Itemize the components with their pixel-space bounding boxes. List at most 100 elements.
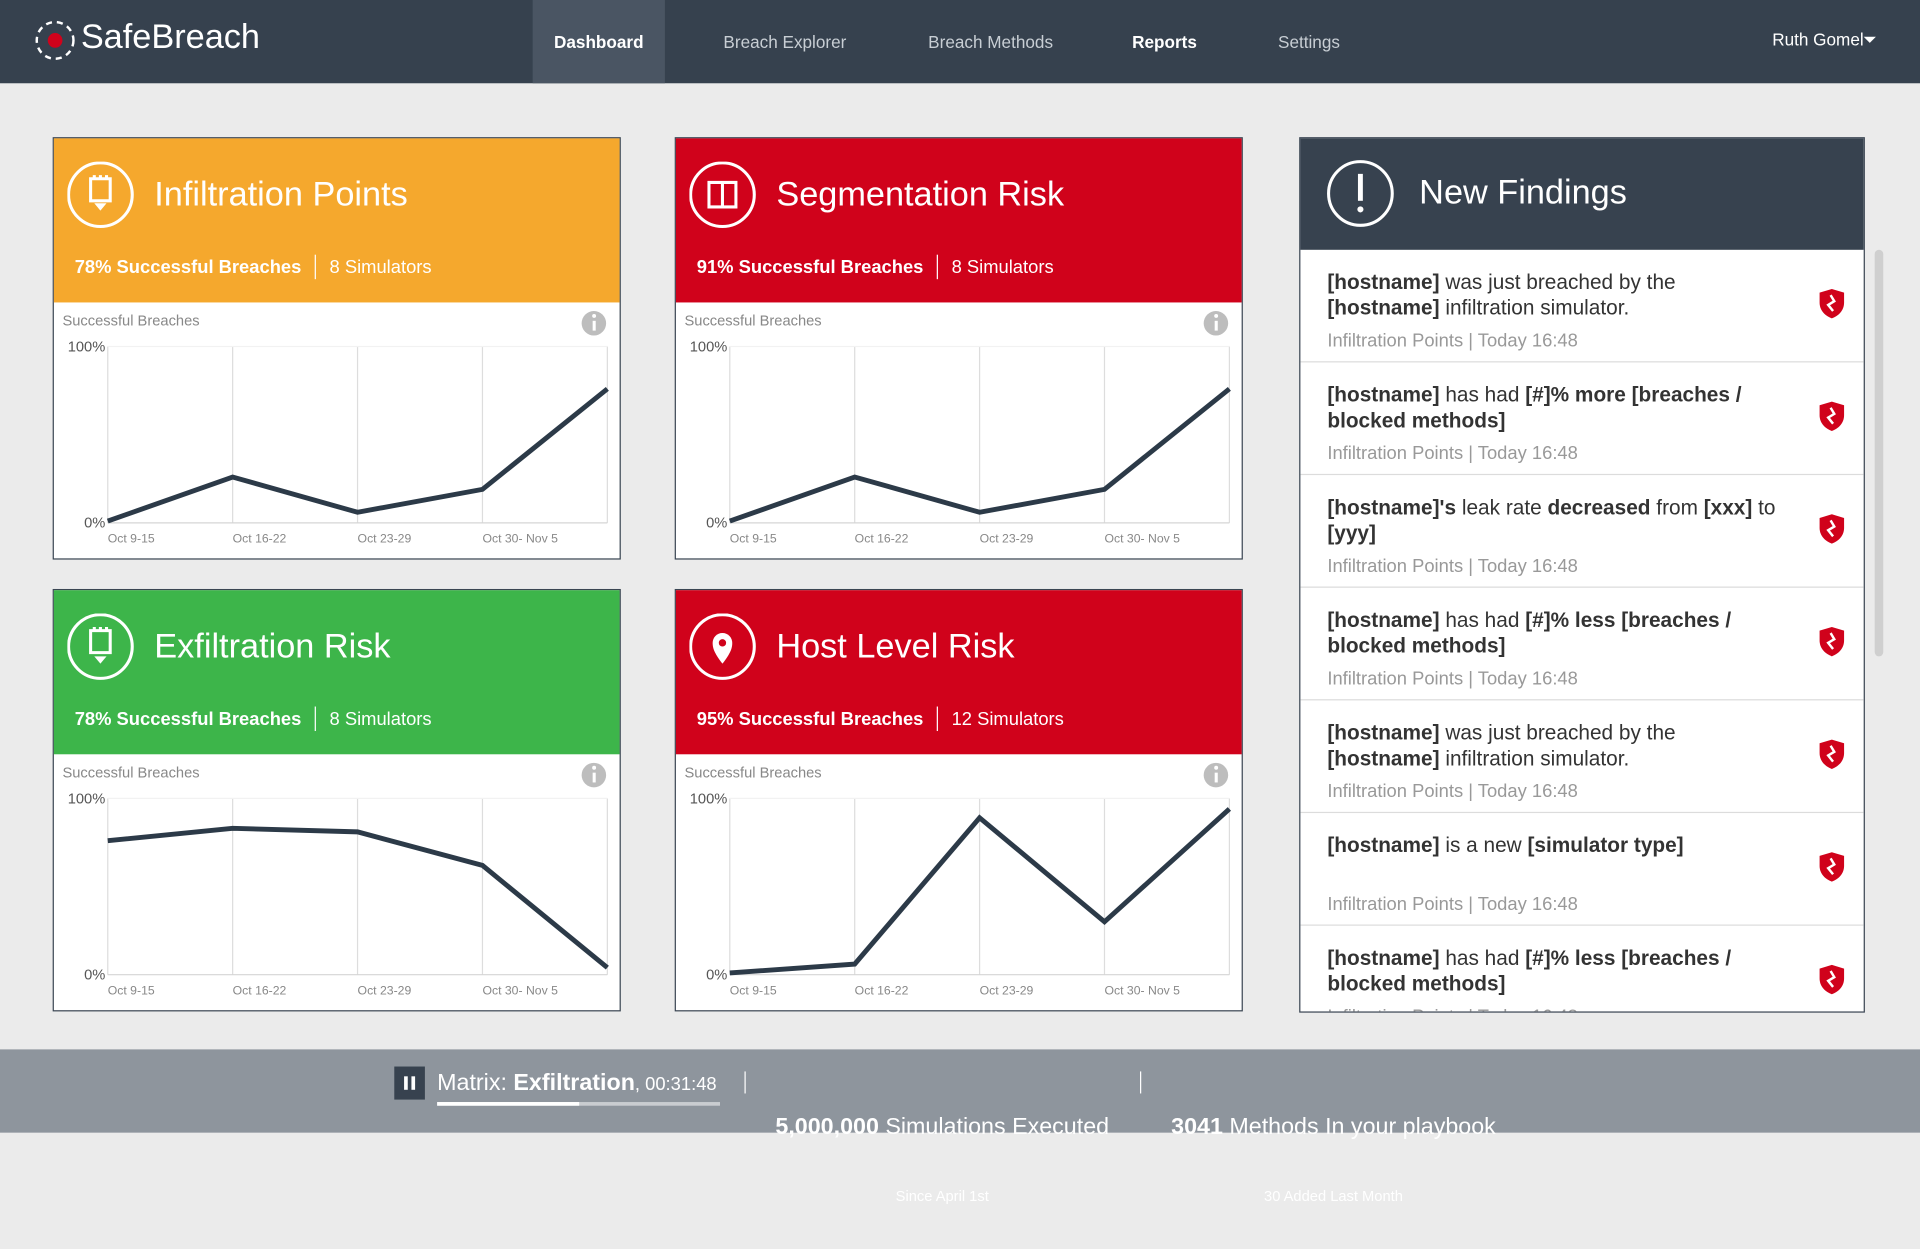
chart-card: Exfiltration Risk 78% Successful Breaches… xyxy=(52,588,621,1012)
stat-value: 3041 xyxy=(1171,1114,1223,1141)
y-axis-label: Successful Breaches xyxy=(62,766,199,782)
finding-strong: [hostname]'s xyxy=(1327,495,1457,520)
logo-core xyxy=(47,33,63,48)
x-tick-label: Oct 30- Nov 5 xyxy=(1104,531,1180,545)
x-tick-label: Oct 23-29 xyxy=(358,531,412,545)
finding-strong: [hostname] xyxy=(1327,833,1440,858)
finding-part: infiltration simulator. xyxy=(1439,296,1630,320)
finding-strong: [yyy] xyxy=(1327,521,1376,545)
finding-strong: [hostname] xyxy=(1327,608,1440,632)
finding-strong: [#]% more [breaches / blocked methods] xyxy=(1327,383,1742,433)
stat-label: Simulations Executed xyxy=(885,1114,1110,1141)
card-stats: 78% Successful Breaches 8 Simulators xyxy=(74,254,432,280)
x-tick-label: Oct 9-15 xyxy=(730,531,777,545)
separator xyxy=(1140,1071,1142,1094)
findings-list: [hostname] was just breached by the [hos… xyxy=(1300,250,1864,1011)
finding-text: [hostname] has had [#]% less [breaches /… xyxy=(1327,945,1792,996)
icon-glyph xyxy=(712,633,733,664)
x-tick-label: Oct 16-22 xyxy=(855,531,909,545)
nav-item[interactable]: Breach Methods xyxy=(928,31,1054,52)
stat-separator xyxy=(314,254,317,280)
card-header: Infiltration Points 78% Successful Breach… xyxy=(53,138,620,303)
breach-icon xyxy=(1819,964,1845,995)
chart-card: Segmentation Risk 91% Successful Breaches… xyxy=(674,137,1243,560)
finding-item: [hostname] was just breached by the [hos… xyxy=(1300,250,1864,363)
info-i xyxy=(1214,772,1218,783)
info-i xyxy=(592,772,596,783)
y-tick-label: 0% xyxy=(84,968,105,984)
finding-text: [hostname] was just breached by the [hos… xyxy=(1327,720,1792,771)
pause-icon xyxy=(404,1076,416,1090)
finding-meta: Infiltration Points | Today 16:48 xyxy=(1327,781,1578,803)
finding-part: leak rate xyxy=(1456,495,1548,520)
card-icon xyxy=(689,613,756,680)
pause-button[interactable] xyxy=(394,1066,425,1100)
line-chart: Successful Breaches Oct 9-15 Oct 16-22 Oct … xyxy=(684,311,1231,545)
finding-part: has had xyxy=(1439,946,1526,970)
chart-card: Infiltration Points 78% Successful Breach… xyxy=(52,137,621,560)
separator xyxy=(744,1071,746,1094)
stat-primary: 91% Successful Breaches xyxy=(696,256,924,278)
progress-track xyxy=(437,1102,721,1106)
finding-part: is a new xyxy=(1439,833,1528,858)
finding-part: was just breached by the xyxy=(1439,721,1676,745)
finding-item: [hostname] is a new [simulator type] Infi… xyxy=(1300,813,1864,926)
stat-sub: Since April 1st xyxy=(895,1187,989,1205)
card-icon xyxy=(67,161,134,229)
x-tick-label: Oct 9-15 xyxy=(108,531,155,545)
icon-glyph xyxy=(89,175,112,203)
stat-separator xyxy=(936,706,939,732)
x-tick-label: Oct 23-29 xyxy=(980,983,1034,997)
stat-primary: 95% Successful Breaches xyxy=(696,708,924,730)
finding-item: [hostname] has had [#]% less [breaches /… xyxy=(1300,926,1863,1011)
pause-bar xyxy=(411,1076,416,1090)
alert-bar xyxy=(1357,173,1363,201)
scrollbar[interactable] xyxy=(1874,249,1884,657)
stat-primary: 78% Successful Breaches xyxy=(74,708,302,730)
nav-item[interactable]: Breach Explorer xyxy=(723,31,847,52)
y-tick-label: 100% xyxy=(690,339,728,355)
icon-arrow xyxy=(94,656,107,664)
card-title: Exfiltration Risk xyxy=(154,626,391,665)
card-title: Host Level Risk xyxy=(776,626,1015,665)
finding-strong: [hostname] xyxy=(1327,746,1440,771)
finding-strong: [hostname] xyxy=(1327,383,1440,407)
finding-item: [hostname] has had [#]% more [breaches /… xyxy=(1300,362,1864,476)
app: SafeBreach Dashboard Breach Explorer Breac… xyxy=(0,0,1920,1205)
finding-part: from xyxy=(1650,495,1704,520)
info-dot xyxy=(592,765,597,770)
breach-icon xyxy=(1819,852,1845,882)
info-dot xyxy=(1214,313,1219,318)
finding-meta: Infiltration Points | Today 16:48 xyxy=(1327,893,1578,915)
finding-strong: [xxx] xyxy=(1703,495,1753,520)
stat-primary: 78% Successful Breaches xyxy=(74,256,302,278)
finding-part: to xyxy=(1752,495,1776,520)
icon-ring xyxy=(689,613,756,680)
card-stats: 95% Successful Breaches 12 Simulators xyxy=(696,706,1064,732)
footer-stat: 3041 Methods In your playbook 30 Added L… xyxy=(1164,1070,1502,1249)
nav-item[interactable]: Settings xyxy=(1278,31,1340,52)
x-tick-label: Oct 9-15 xyxy=(730,983,777,997)
finding-strong: [hostname] xyxy=(1327,946,1440,970)
x-tick-label: Oct 23-29 xyxy=(980,531,1034,545)
nav-item[interactable]: Dashboard xyxy=(532,0,665,84)
page: SafeBreach Dashboard { "nav": {"brand": … xyxy=(0,0,1920,1205)
finding-meta: Infiltration Points | Today 16:48 xyxy=(1327,330,1578,352)
alert-icon xyxy=(1327,160,1394,227)
caret[interactable] xyxy=(1863,36,1876,43)
finding-text: [hostname] has had [#]% less [breaches /… xyxy=(1327,607,1792,658)
y-tick-label: 0% xyxy=(706,968,727,984)
crack xyxy=(1826,407,1836,425)
breach-icon xyxy=(1819,514,1845,544)
nav-item[interactable]: Reports xyxy=(1132,31,1197,52)
data-line xyxy=(107,825,609,970)
info-i xyxy=(592,320,596,331)
y-tick-label: 0% xyxy=(84,516,105,532)
info-dot xyxy=(1214,765,1219,770)
finding-strong: [simulator type] xyxy=(1527,833,1684,858)
y-tick-label: 100% xyxy=(68,339,106,355)
finding-strong: [#]% less [breaches / blocked methods] xyxy=(1327,946,1732,996)
icon-ring xyxy=(67,161,134,229)
user-menu[interactable]: Ruth Gomel xyxy=(1772,29,1864,49)
icon-ring xyxy=(689,161,756,229)
